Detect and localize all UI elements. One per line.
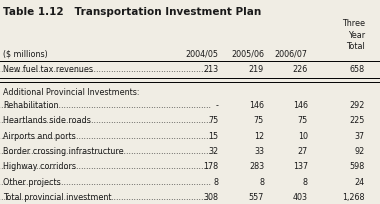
Text: ($ millions): ($ millions) <box>3 50 48 59</box>
Text: 146: 146 <box>249 100 264 109</box>
Text: ................................................................................: ........................................… <box>0 64 211 73</box>
Text: 75: 75 <box>208 116 218 125</box>
Text: Border crossing infrastructure: Border crossing infrastructure <box>3 146 124 155</box>
Text: 10: 10 <box>298 131 308 140</box>
Text: 32: 32 <box>208 146 218 155</box>
Text: 213: 213 <box>203 64 218 73</box>
Text: Three
Year
Total: Three Year Total <box>342 19 365 50</box>
Text: Additional Provincial Investments:: Additional Provincial Investments: <box>3 87 139 96</box>
Text: 75: 75 <box>254 116 264 125</box>
Text: 33: 33 <box>254 146 264 155</box>
Text: 27: 27 <box>298 146 308 155</box>
Text: Airports and ports: Airports and ports <box>3 131 76 140</box>
Text: 75: 75 <box>298 116 308 125</box>
Text: Rehabilitation: Rehabilitation <box>3 100 59 109</box>
Text: ................................................................................: ........................................… <box>0 192 211 201</box>
Text: 403: 403 <box>293 192 308 201</box>
Text: 2004/05: 2004/05 <box>185 50 218 59</box>
Text: Other projects: Other projects <box>3 177 61 186</box>
Text: 292: 292 <box>350 100 365 109</box>
Text: Total provincial investment: Total provincial investment <box>3 192 112 201</box>
Text: ................................................................................: ........................................… <box>0 131 211 140</box>
Text: ................................................................................: ........................................… <box>0 116 211 125</box>
Text: 308: 308 <box>204 192 218 201</box>
Text: 2006/07: 2006/07 <box>275 50 308 59</box>
Text: 283: 283 <box>249 162 264 171</box>
Text: -: - <box>215 100 218 109</box>
Text: 219: 219 <box>249 64 264 73</box>
Text: 598: 598 <box>350 162 365 171</box>
Text: 24: 24 <box>355 177 365 186</box>
Text: 146: 146 <box>293 100 308 109</box>
Text: 658: 658 <box>350 64 365 73</box>
Text: ................................................................................: ........................................… <box>0 162 211 171</box>
Text: 225: 225 <box>350 116 365 125</box>
Text: ................................................................................: ........................................… <box>0 100 211 109</box>
Text: 226: 226 <box>293 64 308 73</box>
Text: 15: 15 <box>208 131 218 140</box>
Text: 2005/06: 2005/06 <box>231 50 264 59</box>
Text: 557: 557 <box>249 192 264 201</box>
Text: 137: 137 <box>293 162 308 171</box>
Text: 37: 37 <box>355 131 365 140</box>
Text: New fuel tax revenues: New fuel tax revenues <box>3 64 93 73</box>
Text: 178: 178 <box>203 162 218 171</box>
Text: Highway corridors: Highway corridors <box>3 162 76 171</box>
Text: ................................................................................: ........................................… <box>0 177 211 186</box>
Text: 8: 8 <box>259 177 264 186</box>
Text: ................................................................................: ........................................… <box>0 146 211 155</box>
Text: 12: 12 <box>254 131 264 140</box>
Text: Table 1.12   Transportation Investment Plan: Table 1.12 Transportation Investment Pla… <box>3 7 261 17</box>
Text: 8: 8 <box>303 177 308 186</box>
Text: 8: 8 <box>214 177 218 186</box>
Text: 92: 92 <box>355 146 365 155</box>
Text: 1,268: 1,268 <box>342 192 365 201</box>
Text: Heartlands side roads: Heartlands side roads <box>3 116 91 125</box>
